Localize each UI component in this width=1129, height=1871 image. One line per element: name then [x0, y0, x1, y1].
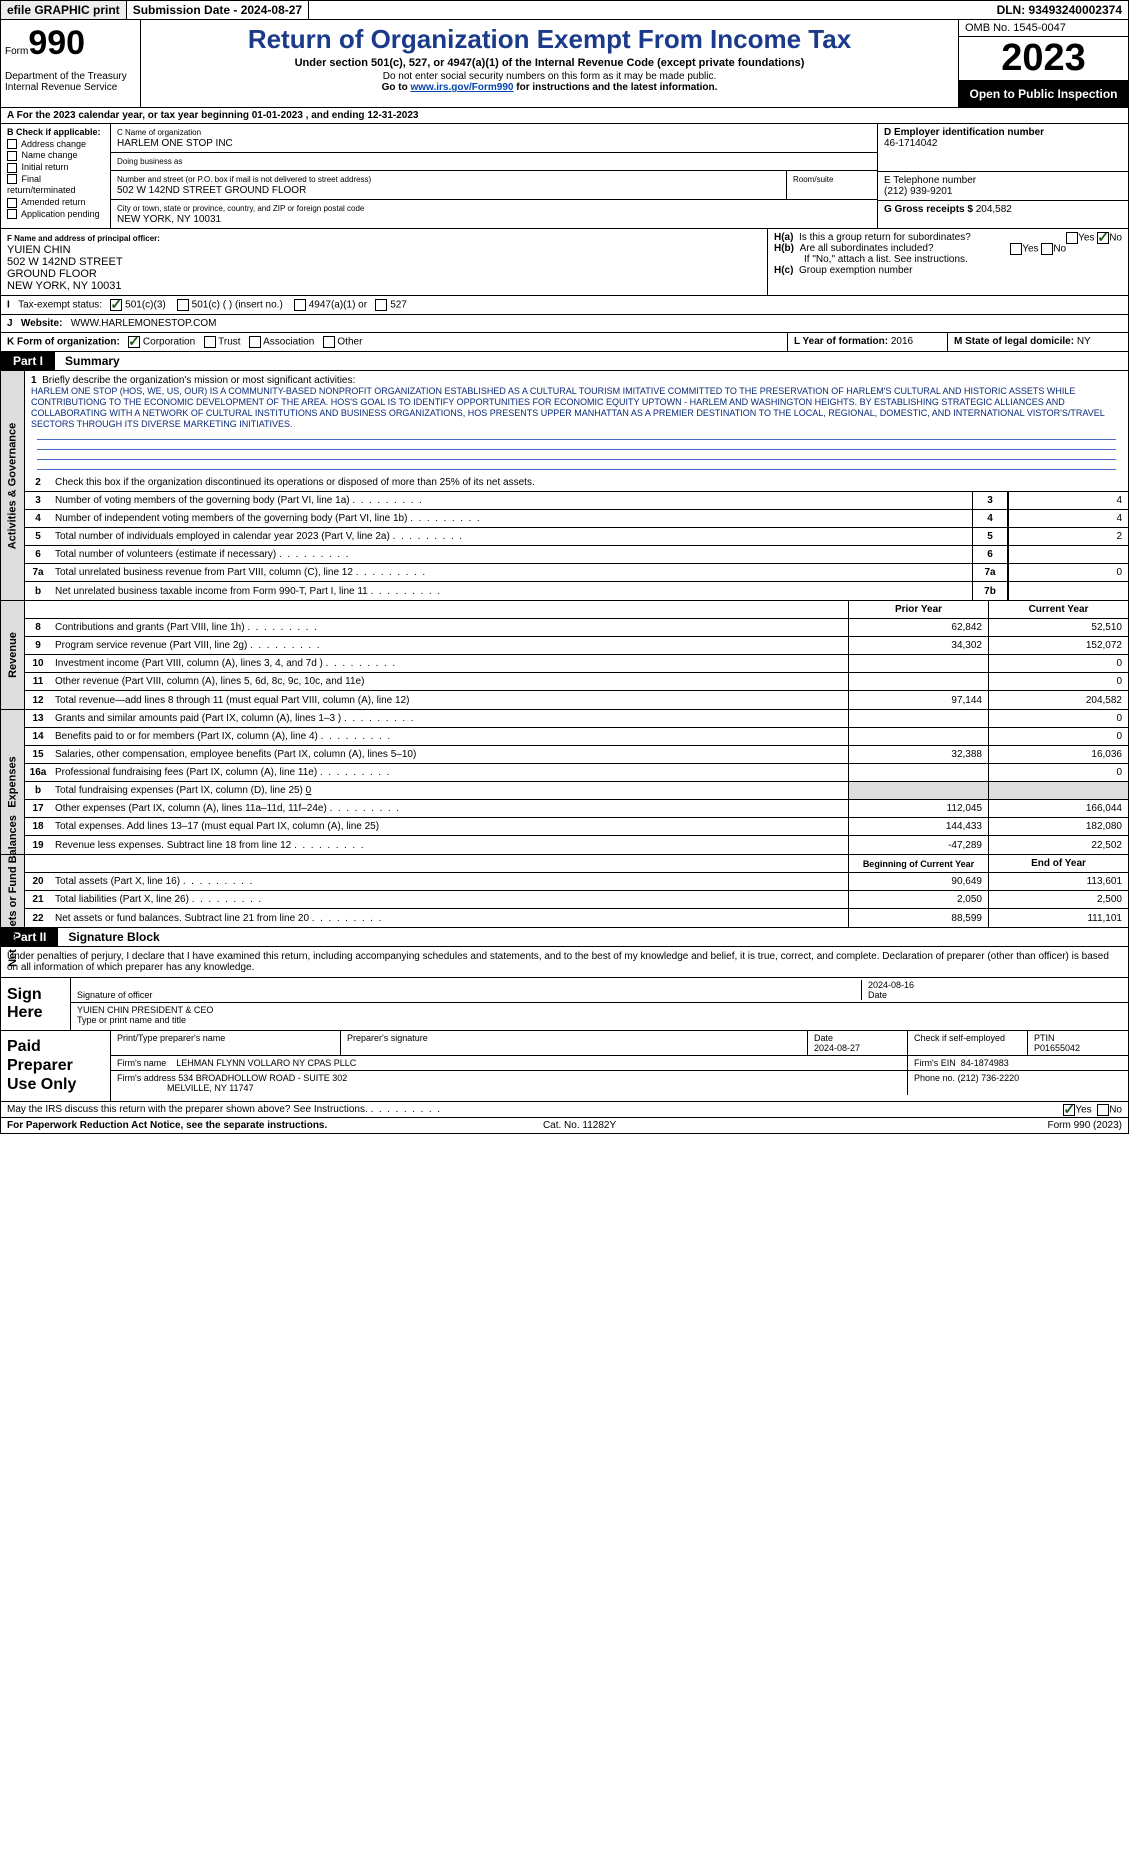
line7a-val: 0	[1008, 564, 1128, 581]
prep-date: 2024-08-27	[814, 1043, 860, 1053]
part2-header: Part II Signature Block	[0, 928, 1129, 947]
line3-val: 4	[1008, 492, 1128, 509]
ssn-note: Do not enter social security numbers on …	[149, 71, 950, 82]
submission-date: Submission Date - 2024-08-27	[127, 1, 309, 19]
omb-number: OMB No. 1545-0047	[959, 20, 1128, 37]
line4-val: 4	[1008, 510, 1128, 527]
ein: 46-1714042	[884, 138, 937, 149]
firm-ein: 84-1874983	[961, 1058, 1009, 1068]
website: WWW.HARLEMONESTOP.COM	[71, 318, 217, 329]
officer-name-title: YUIEN CHIN PRESIDENT & CEO	[77, 1005, 213, 1015]
form-word: Form	[5, 46, 28, 57]
form-title: Return of Organization Exempt From Incom…	[149, 24, 950, 55]
section-bcd: B Check if applicable: Address change Na…	[0, 124, 1129, 229]
ptin: P01655042	[1034, 1043, 1080, 1053]
activities-governance: Activities & Governance 1 Briefly descri…	[0, 371, 1129, 601]
cat-no: Cat. No. 11282Y	[543, 1120, 616, 1131]
dept-treasury: Department of the Treasury Internal Reve…	[5, 71, 136, 93]
expenses-section: Expenses 13Grants and similar amounts pa…	[0, 710, 1129, 855]
gross-receipts: 204,582	[976, 204, 1012, 215]
officer-name: YUIEN CHIN	[7, 244, 71, 256]
telephone: (212) 939-9201	[884, 186, 952, 197]
paid-preparer-label: Paid Preparer Use Only	[1, 1031, 111, 1101]
firm-name: LEHMAN FLYNN VOLLARO NY CPAS PLLC	[176, 1058, 356, 1068]
firm-phone: (212) 736-2220	[958, 1073, 1020, 1083]
signature-block: Under penalties of perjury, I declare th…	[0, 947, 1129, 1118]
street-address: 502 W 142ND STREET GROUND FLOOR	[117, 185, 306, 196]
section-b: B Check if applicable: Address change Na…	[7, 127, 104, 221]
room-suite-label: Room/suite	[793, 175, 833, 184]
city-state-zip: NEW YORK, NY 10031	[117, 214, 221, 225]
sig-date: 2024-08-16	[868, 980, 914, 990]
sign-here-label: Sign Here	[1, 978, 71, 1030]
section-i: I Tax-exempt status: 501(c)(3) 501(c) ( …	[0, 296, 1129, 315]
goto-note: Go to www.irs.gov/Form990 for instructio…	[149, 82, 950, 93]
efile-print-btn[interactable]: efile GRAPHIC print	[1, 1, 127, 19]
tax-year-line: A For the 2023 calendar year, or tax yea…	[0, 108, 1129, 124]
open-inspection: Open to Public Inspection	[959, 81, 1128, 107]
form-footer: Form 990 (2023)	[1047, 1120, 1121, 1131]
top-bar: efile GRAPHIC print Submission Date - 20…	[0, 0, 1129, 20]
section-fh: F Name and address of principal officer:…	[0, 229, 1129, 296]
page-footer: For Paperwork Reduction Act Notice, see …	[0, 1118, 1129, 1134]
state-domicile: NY	[1077, 336, 1091, 347]
org-name: HARLEM ONE STOP INC	[117, 138, 233, 149]
year-formation: 2016	[891, 336, 913, 347]
mission-text: HARLEM ONE STOP (HOS, WE, US, OUR) IS A …	[31, 386, 1104, 429]
irs-link[interactable]: www.irs.gov/Form990	[410, 82, 513, 93]
section-j: J Website: WWW.HARLEMONESTOP.COM	[0, 315, 1129, 333]
part1-header: Part I Summary	[0, 352, 1129, 371]
perjury-declaration: Under penalties of perjury, I declare th…	[1, 947, 1128, 977]
tax-year: 2023	[959, 37, 1128, 81]
dba-label: Doing business as	[117, 157, 182, 166]
form-number: 990	[28, 24, 85, 62]
revenue-section: Revenue Prior YearCurrent Year 8Contribu…	[0, 601, 1129, 710]
form-subtitle: Under section 501(c), 527, or 4947(a)(1)…	[149, 57, 950, 69]
form-header: Form990 Department of the Treasury Inter…	[0, 20, 1129, 108]
dln: DLN: 93493240002374	[991, 1, 1128, 19]
section-klm: K Form of organization: Corporation Trus…	[0, 333, 1129, 352]
line5-val: 2	[1008, 528, 1128, 545]
net-assets-section: Net Assets or Fund Balances Beginning of…	[0, 855, 1129, 928]
